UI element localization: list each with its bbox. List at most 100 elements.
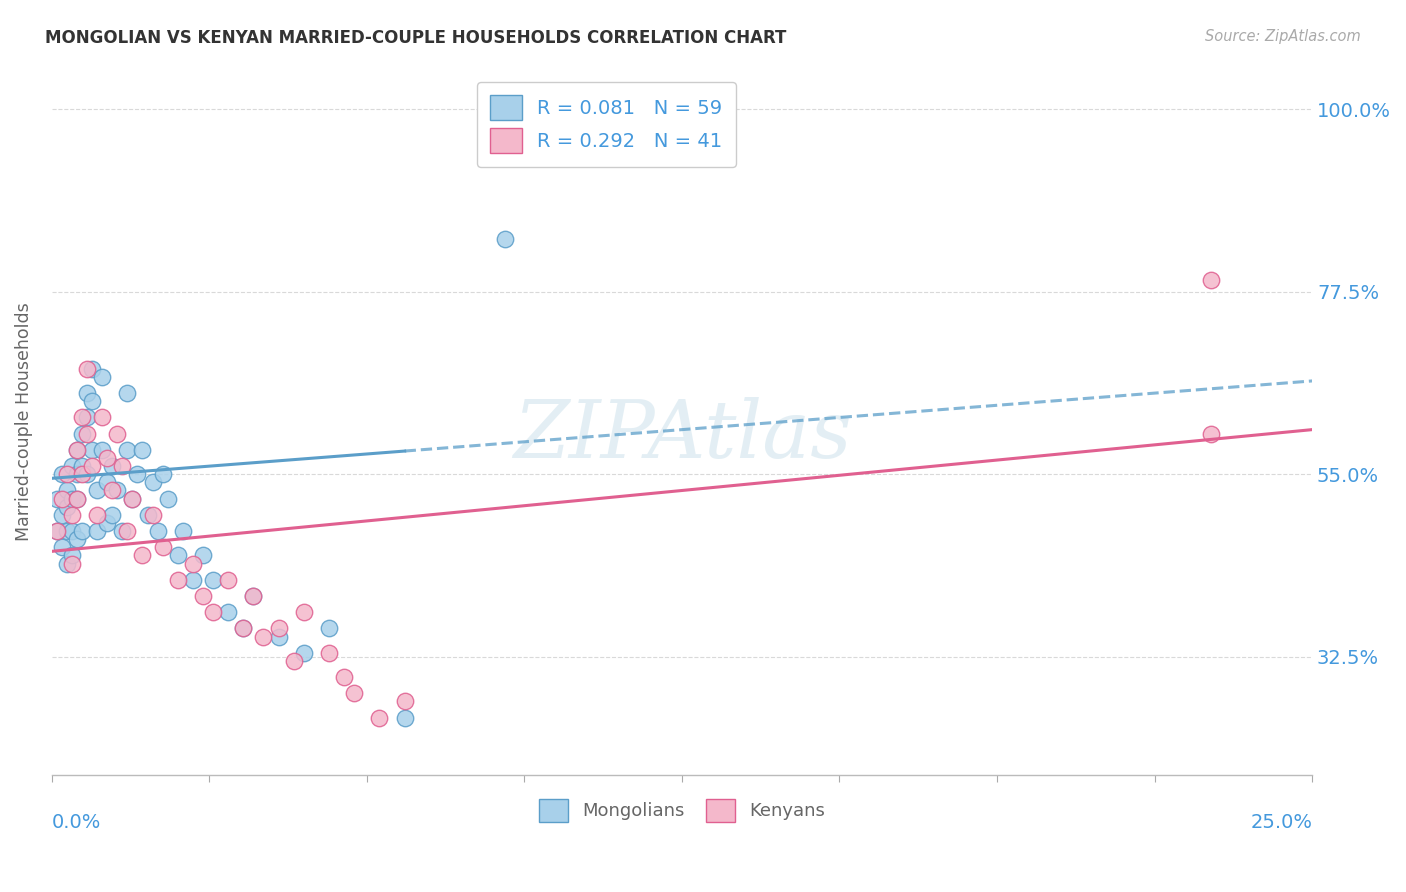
Point <box>80 459 103 474</box>
Point <box>101 483 124 498</box>
Point <box>60 459 83 474</box>
Point <box>101 459 124 474</box>
Text: 25.0%: 25.0% <box>1250 814 1312 832</box>
Point <box>96 516 118 530</box>
Point <box>191 549 214 563</box>
Point <box>136 508 159 522</box>
Point <box>1201 272 1223 286</box>
Point <box>51 467 73 482</box>
Point <box>394 711 416 725</box>
Point <box>91 370 114 384</box>
Point <box>66 491 89 506</box>
Point <box>166 573 188 587</box>
Point <box>172 524 194 538</box>
Point <box>117 386 139 401</box>
Point <box>76 386 98 401</box>
Point <box>86 508 108 522</box>
Point <box>80 442 103 457</box>
Point <box>60 549 83 563</box>
Point <box>86 483 108 498</box>
Y-axis label: Married-couple Households: Married-couple Households <box>15 302 32 541</box>
Point <box>96 450 118 465</box>
Point <box>66 467 89 482</box>
Point <box>232 622 254 636</box>
Point <box>111 459 134 474</box>
Point <box>60 557 83 571</box>
Point <box>152 541 174 555</box>
Point <box>117 442 139 457</box>
Point <box>56 483 79 498</box>
Point <box>343 686 366 700</box>
Point <box>333 670 356 684</box>
Point <box>91 410 114 425</box>
Point <box>80 394 103 409</box>
Point <box>121 491 143 506</box>
Point <box>51 491 73 506</box>
Point <box>51 508 73 522</box>
Text: 0.0%: 0.0% <box>52 814 101 832</box>
Point <box>96 475 118 490</box>
Point <box>318 622 340 636</box>
Point <box>127 467 149 482</box>
Legend: Mongolians, Kenyans: Mongolians, Kenyans <box>531 791 832 829</box>
Point <box>105 426 128 441</box>
Point <box>70 524 93 538</box>
Point <box>91 442 114 457</box>
Point <box>131 549 153 563</box>
Point <box>45 491 67 506</box>
Point <box>267 622 290 636</box>
Point <box>292 646 315 660</box>
Point <box>292 605 315 619</box>
Text: Source: ZipAtlas.com: Source: ZipAtlas.com <box>1205 29 1361 45</box>
Point <box>66 442 89 457</box>
Point <box>86 524 108 538</box>
Point <box>60 508 83 522</box>
Point <box>76 410 98 425</box>
Point <box>66 491 89 506</box>
Point <box>267 630 290 644</box>
Point <box>66 442 89 457</box>
Point <box>252 630 274 644</box>
Point <box>56 557 79 571</box>
Point <box>131 442 153 457</box>
Point <box>76 426 98 441</box>
Point <box>152 467 174 482</box>
Point <box>232 622 254 636</box>
Point <box>76 467 98 482</box>
Point <box>51 541 73 555</box>
Point <box>70 410 93 425</box>
Point <box>45 524 67 538</box>
Point <box>394 694 416 708</box>
Point <box>191 589 214 603</box>
Point <box>66 532 89 546</box>
Point <box>142 475 165 490</box>
Point <box>202 605 225 619</box>
Point <box>76 361 98 376</box>
Point <box>56 524 79 538</box>
Point <box>318 646 340 660</box>
Point <box>105 483 128 498</box>
Point <box>117 524 139 538</box>
Point <box>60 524 83 538</box>
Point <box>495 232 517 246</box>
Point <box>166 549 188 563</box>
Point <box>70 467 93 482</box>
Point <box>156 491 179 506</box>
Point <box>202 573 225 587</box>
Point <box>56 467 79 482</box>
Point <box>283 654 305 668</box>
Point <box>70 426 93 441</box>
Point <box>60 491 83 506</box>
Text: ZIPAtlas: ZIPAtlas <box>513 397 851 475</box>
Point <box>70 459 93 474</box>
Point <box>101 508 124 522</box>
Point <box>80 361 103 376</box>
Point <box>181 557 204 571</box>
Point <box>242 589 264 603</box>
Point <box>142 508 165 522</box>
Point <box>242 589 264 603</box>
Point <box>217 605 239 619</box>
Point <box>368 711 391 725</box>
Text: MONGOLIAN VS KENYAN MARRIED-COUPLE HOUSEHOLDS CORRELATION CHART: MONGOLIAN VS KENYAN MARRIED-COUPLE HOUSE… <box>45 29 786 47</box>
Point <box>217 573 239 587</box>
